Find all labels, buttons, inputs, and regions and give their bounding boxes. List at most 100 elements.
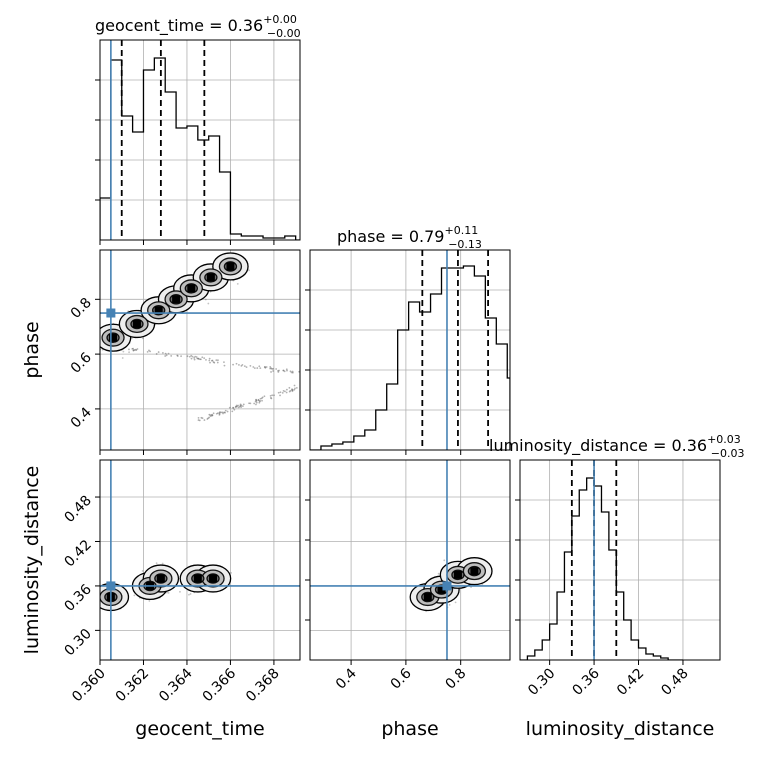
scatter-point [208, 359, 211, 362]
scatter-point [190, 354, 193, 357]
scatter-point [234, 405, 237, 408]
scatter-point [270, 367, 273, 370]
scatter-point [240, 404, 243, 407]
scatter-point [206, 418, 209, 420]
scatter-point [259, 367, 262, 370]
scatter-point [207, 417, 210, 420]
scatter-point [198, 419, 201, 422]
scatter-point [269, 394, 272, 397]
scatter-point [212, 361, 215, 363]
scatter-point [135, 349, 138, 351]
x-tick-label: 0.42 [614, 666, 647, 699]
scatter-point [132, 349, 135, 352]
x-tick-label: 0.6 [388, 665, 415, 692]
y-tick-label: 0.30 [61, 626, 94, 659]
scatter-point [224, 411, 226, 414]
histogram-step [100, 57, 300, 240]
truth-marker [442, 581, 452, 591]
density-peak [193, 574, 202, 583]
scatter-point [285, 391, 288, 394]
scatter-point [235, 362, 238, 365]
y-tick-label: 0.8 [68, 295, 95, 322]
scatter-point [257, 398, 260, 401]
scatter-point [164, 355, 167, 357]
scatter-point [240, 364, 243, 367]
scatter-point [255, 401, 258, 404]
density-layer [100, 252, 300, 422]
scatter-point [210, 413, 213, 416]
scatter-point [193, 358, 196, 361]
scatter-point [273, 394, 275, 397]
scatter-point [223, 361, 225, 363]
scatter-point [215, 359, 218, 362]
scatter-point [258, 400, 261, 403]
scatter-point [281, 391, 284, 394]
title-phase: phase = 0.79+0.11 −0.13 [337, 224, 482, 251]
scatter-point [237, 406, 240, 409]
scatter-point [241, 405, 244, 408]
scatter-point [257, 399, 260, 402]
scatter-point [216, 361, 219, 364]
scatter-point [224, 409, 227, 412]
scatter-point [282, 369, 285, 372]
scatter-point [264, 366, 267, 369]
scatter-point [249, 364, 252, 367]
scatter-point [291, 390, 294, 393]
scatter-point [188, 355, 191, 358]
scatter-point [136, 348, 139, 350]
scatter-point [289, 370, 292, 373]
scatter-point [238, 405, 241, 408]
scatter-point [285, 388, 288, 391]
scatter-point [219, 411, 221, 413]
x-tick-label: 0.362 [113, 666, 153, 706]
scatter-point [285, 368, 288, 371]
panel-frame [99, 39, 301, 241]
panel-frame [99, 249, 301, 451]
scatter-point [96, 596, 98, 598]
scatter-point [180, 355, 182, 358]
scatter-point [209, 414, 212, 417]
scatter-point [155, 562, 158, 565]
scatter-point [211, 414, 214, 416]
scatter-point [265, 366, 268, 368]
scatter-point [291, 371, 294, 374]
scatter-point [248, 269, 250, 272]
scatter-point [97, 598, 99, 600]
scatter-point [275, 368, 278, 370]
scatter-point [197, 416, 200, 419]
scatter-point [239, 404, 242, 407]
scatter-point [167, 352, 170, 355]
scatter-point [97, 589, 99, 591]
scatter-point [167, 591, 170, 594]
scatter-point [295, 386, 298, 389]
scatter-point [141, 337, 144, 340]
scatter-point [128, 351, 130, 354]
scatter-point [283, 370, 286, 373]
density-peak [453, 570, 462, 579]
scatter-point [278, 369, 280, 372]
scatter-point [237, 404, 239, 407]
scatter-point [288, 386, 291, 389]
scatter-point [200, 416, 203, 419]
scatter-point [213, 361, 216, 364]
x-tick-label: 0.366 [200, 665, 240, 705]
scatter-point [277, 369, 279, 372]
xlabel-phase: phase [381, 718, 438, 740]
scatter-point [293, 384, 296, 387]
scatter-point [176, 354, 179, 357]
y-tick-label: 0.48 [61, 493, 94, 526]
y-tick-label: 0.4 [68, 404, 95, 431]
scatter-point [245, 366, 248, 369]
scatter-point [189, 593, 192, 595]
scatter-point [291, 389, 294, 392]
y-tick-label: 0.42 [61, 537, 94, 570]
density-peak [109, 333, 118, 342]
scatter-point [252, 366, 255, 368]
scatter-point [217, 359, 219, 362]
scatter-point [211, 414, 214, 417]
scatter-point [243, 365, 246, 367]
scatter-point [291, 388, 293, 391]
scatter-point [201, 356, 204, 359]
scatter-point [190, 357, 193, 360]
